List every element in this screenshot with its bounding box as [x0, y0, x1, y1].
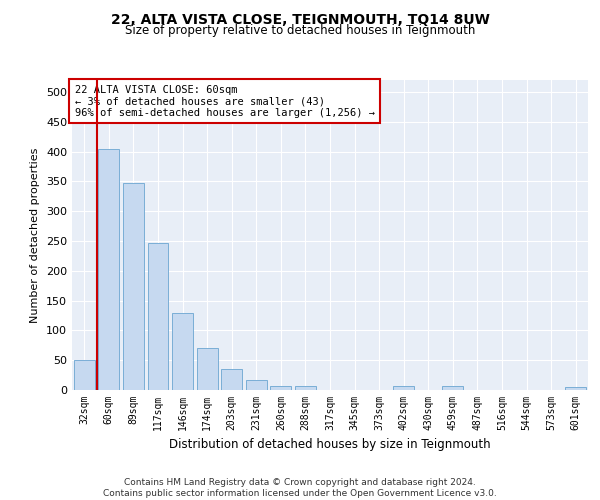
- Bar: [271, 386, 292, 390]
- Bar: [123, 183, 144, 390]
- Text: Size of property relative to detached houses in Teignmouth: Size of property relative to detached ho…: [125, 24, 475, 37]
- Text: 22, ALTA VISTA CLOSE, TEIGNMOUTH, TQ14 8UW: 22, ALTA VISTA CLOSE, TEIGNMOUTH, TQ14 8…: [110, 12, 490, 26]
- Bar: [565, 387, 586, 390]
- Y-axis label: Number of detached properties: Number of detached properties: [31, 148, 40, 322]
- X-axis label: Distribution of detached houses by size in Teignmouth: Distribution of detached houses by size …: [169, 438, 491, 452]
- Bar: [295, 386, 316, 390]
- Bar: [197, 348, 218, 390]
- Bar: [172, 312, 193, 390]
- Bar: [442, 386, 463, 390]
- Bar: [221, 368, 242, 390]
- Bar: [98, 148, 119, 390]
- Text: Contains HM Land Registry data © Crown copyright and database right 2024.
Contai: Contains HM Land Registry data © Crown c…: [103, 478, 497, 498]
- Bar: [246, 380, 267, 390]
- Bar: [148, 244, 169, 390]
- Bar: [393, 386, 414, 390]
- Bar: [74, 360, 95, 390]
- Text: 22 ALTA VISTA CLOSE: 60sqm
← 3% of detached houses are smaller (43)
96% of semi-: 22 ALTA VISTA CLOSE: 60sqm ← 3% of detac…: [74, 84, 374, 118]
